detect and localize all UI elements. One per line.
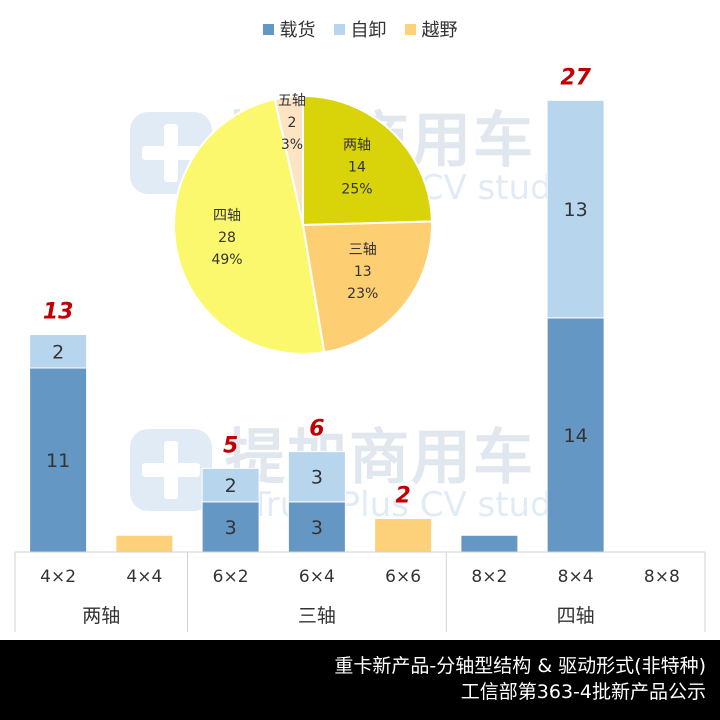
x-tick-label: 6×4 (299, 567, 335, 587)
legend-item: 自卸 (333, 16, 387, 42)
pie-label-label: 三轴 (349, 242, 377, 258)
x-tick-label: 4×4 (126, 567, 162, 587)
legend-swatch (333, 23, 345, 35)
x-group-label: 两轴 (82, 605, 120, 627)
bar-segment (29, 334, 88, 369)
x-tick-label: 8×4 (558, 567, 594, 587)
bar-segment (201, 467, 260, 503)
pie-slice (173, 97, 326, 355)
pie-slice (302, 94, 433, 227)
x-group-label: 三轴 (298, 605, 336, 627)
pie-percent-label: 23% (347, 286, 378, 302)
x-tick-label: 6×6 (385, 567, 421, 587)
bar-value-label: 3 (311, 517, 323, 539)
bar-value-label: 11 (46, 450, 70, 472)
bar-segment (201, 501, 260, 553)
pie-value-label: 28 (218, 230, 236, 246)
bar-segment (460, 534, 519, 553)
bar-value-label: 13 (564, 199, 588, 221)
pie-value-label: 13 (354, 264, 372, 280)
bar-value-label: 14 (564, 425, 588, 447)
footer-title: 重卡新产品-分轴型结构 & 驱动形式(非特种) (334, 655, 706, 677)
legend-item: 载货 (262, 16, 316, 42)
bar-value-label: 2 (225, 475, 237, 497)
pie-slice (273, 94, 304, 226)
bar-value-label: 2 (52, 341, 64, 363)
legend-label: 载货 (279, 20, 316, 41)
pie-slice (301, 220, 433, 354)
footer-bar: 重卡新产品-分轴型结构 & 驱动形式(非特种) 工信部第363-4批新产品公示 (0, 640, 720, 720)
legend-label: 越野 (421, 20, 458, 41)
legend-item: 越野 (404, 16, 458, 42)
pie-percent-label: 25% (341, 182, 372, 198)
bar-total-label: 13 (43, 300, 74, 325)
pie-value-label: 2 (287, 115, 296, 131)
pie-label-label: 两轴 (343, 138, 371, 154)
legend-label: 自卸 (350, 20, 387, 41)
footer-subtitle: 工信部第363-4批新产品公示 (460, 681, 706, 703)
bar-total-label: 27 (560, 65, 591, 90)
pie-value-label: 14 (348, 160, 366, 176)
pie-percent-label: 3% (281, 137, 303, 153)
bar-value-label: 3 (225, 517, 237, 539)
x-tick-label: 4×2 (40, 567, 76, 587)
x-tick-label: 8×8 (644, 567, 680, 587)
bar-total-label: 2 (395, 484, 410, 509)
pie-percent-label: 49% (211, 252, 242, 268)
pie-label-label: 四轴 (213, 208, 241, 224)
bar-total-label: 5 (223, 433, 238, 458)
bar-segment (374, 518, 433, 553)
pie-label-label: 五轴 (278, 93, 306, 109)
bar-segment (29, 367, 88, 553)
bar-segment (546, 99, 605, 319)
x-tick-label: 6×2 (213, 567, 249, 587)
x-tick-label: 8×2 (471, 567, 507, 587)
legend-swatch (262, 23, 274, 35)
bar-value-label: 3 (311, 467, 323, 489)
bar-segment (115, 534, 174, 553)
bar-segment (546, 317, 605, 553)
chart: 11 2 13 4×2 4×4 3 2 5 6×2 3 3 6 6×4 2 6×6 8×2 14 13 27 8×4 8… (14, 65, 706, 632)
chart-legend: 载货 自卸 越野 (0, 16, 720, 42)
legend-swatch (404, 23, 416, 35)
x-group-label: 四轴 (557, 605, 595, 627)
bar-segment (287, 451, 346, 503)
bar-total-label: 6 (309, 417, 324, 442)
